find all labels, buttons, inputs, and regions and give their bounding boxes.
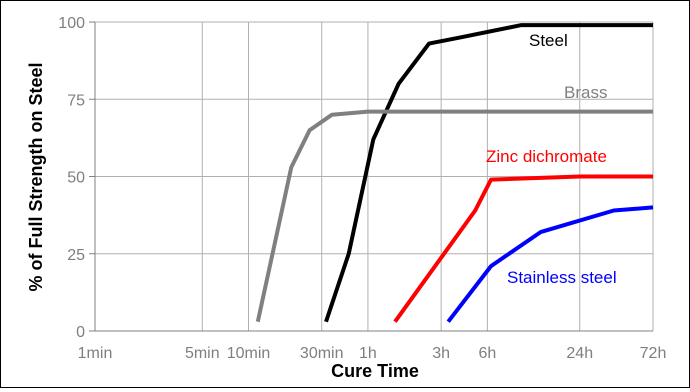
- y-tick-label: 75: [67, 92, 85, 109]
- series-line-stainless-steel: [446, 205, 654, 323]
- y-tick-label: 0: [76, 324, 85, 341]
- x-tick-label: 5min: [185, 345, 220, 362]
- x-tick-label: 72h: [640, 345, 667, 362]
- series-lines: [255, 23, 654, 323]
- series-label-steel: Steel: [529, 31, 568, 50]
- series-line-steel: [324, 23, 653, 323]
- y-axis-label: % of Full Strength on Steel: [26, 63, 46, 292]
- y-tick-labels: 0 25 50 75 100: [58, 15, 85, 341]
- series-line-brass: [255, 109, 653, 323]
- x-tick-label: 30min: [300, 345, 344, 362]
- series-label-brass: Brass: [564, 83, 607, 102]
- series-label-zinc-dichromate: Zinc dichromate: [486, 147, 607, 166]
- series-labels: Steel Brass Zinc dichromate Stainless steel: [486, 31, 617, 287]
- y-tick-label: 100: [58, 15, 85, 32]
- x-tick-labels: 1min 5min 10min 30min 1h 3h 6h 24h 72h: [78, 345, 667, 362]
- x-tick-label: 3h: [432, 345, 450, 362]
- y-tick-label: 50: [67, 170, 85, 187]
- x-tick-label: 1h: [359, 345, 377, 362]
- series-label-stainless-steel: Stainless steel: [507, 268, 617, 287]
- x-tick-label: 24h: [566, 345, 593, 362]
- x-tick-label: 1min: [78, 345, 113, 362]
- y-tick-label: 25: [67, 247, 85, 264]
- x-tick-label: 10min: [227, 345, 271, 362]
- x-axis-label: Cure Time: [331, 361, 419, 381]
- x-tick-label: 6h: [478, 345, 496, 362]
- series-line-zinc-dichromate: [393, 174, 653, 323]
